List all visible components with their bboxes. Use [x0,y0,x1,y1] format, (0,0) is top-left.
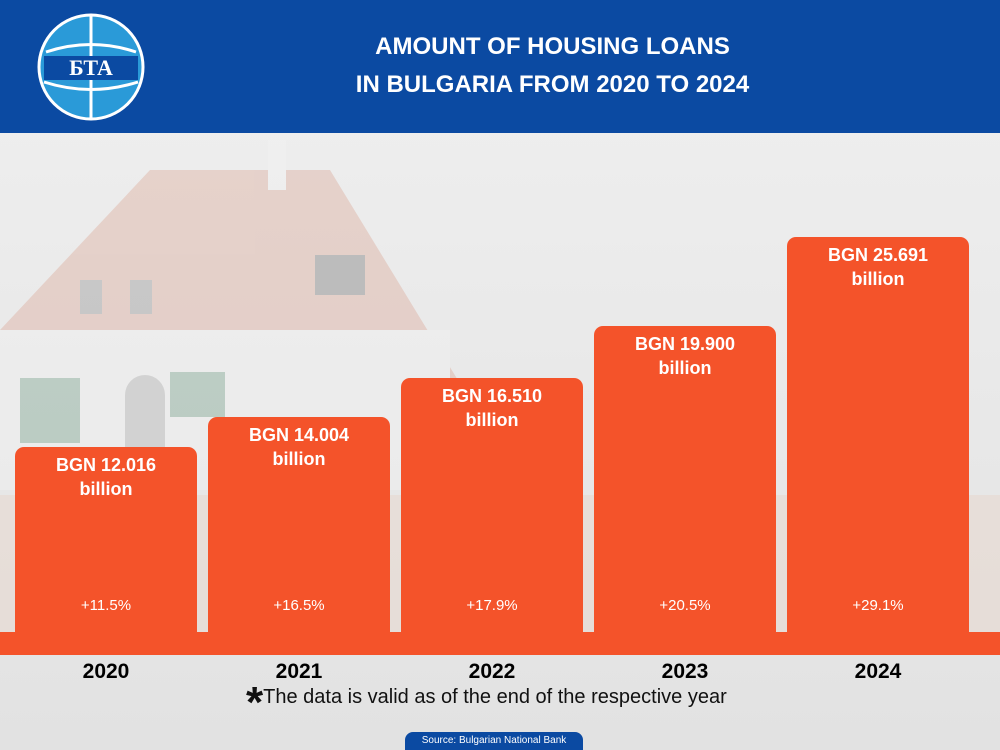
x-tick-label: 2023 [661,660,709,683]
chart-title: AMOUNT OF HOUSING LOANS [375,33,730,60]
value-label: BGN 16.510 billion [441,386,543,430]
x-tick-label: 2020 [82,660,130,683]
growth-label: +11.5% [80,596,132,614]
footnote-marker: * [246,678,264,727]
source: Source: Bulgarian National Bank [421,735,567,746]
value-label: BGN 12.016 billion [55,455,157,500]
growth-label: +16.5% [273,596,325,614]
x-tick-label: 2021 [275,660,323,683]
logo: БТА [37,13,145,121]
bar: BGN 19.900 billion +20.5% [594,325,776,632]
growth-label: +29.1% [852,596,904,614]
bar: BGN 16.510 billion +17.9% [401,378,583,632]
growth-label: +17.9% [466,597,518,614]
footnote-row: *The data is valid as of the end of the … [246,678,727,728]
x-tick-label: 2024 [854,660,902,683]
bar: BGN 14.004 billion +16.5% [208,416,390,632]
growth-label: +20.5% [659,596,711,614]
bar: BGN 12.016 billion +11.5% [15,447,197,632]
value-label: BGN 25.691 billion [827,244,929,289]
logo-text: БТА [69,55,113,80]
bar: BGN 25.691 billion +29.1% [787,236,969,632]
footnote: The data is valid as of the end of the r… [263,686,727,708]
value-label: BGN 14.004 billion [248,424,350,469]
x-tick-label: 2022 [468,660,516,683]
header: БТА AMOUNT OF HOUSING LOANS IN BULGARIA … [0,0,1000,133]
chart-title: IN BULGARIA FROM 2020 TO 2024 [355,71,750,98]
value-label: BGN 19.900 billion [634,333,736,378]
